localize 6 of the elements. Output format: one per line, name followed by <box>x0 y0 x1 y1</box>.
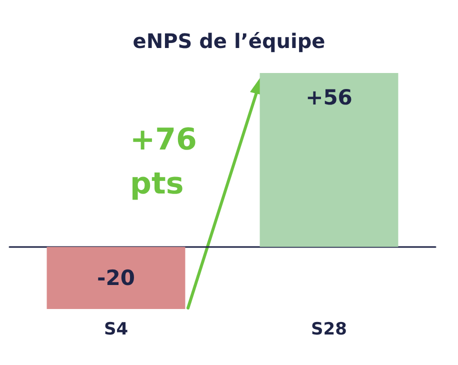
annotation: +76 pts <box>130 122 197 202</box>
x-tick-label: S4 <box>104 320 128 340</box>
x-tick-label: S28 <box>311 320 347 340</box>
data-label: +56 <box>306 86 352 110</box>
chart-title: eNPS de l’équipe <box>132 29 326 53</box>
data-label: -20 <box>97 266 135 290</box>
